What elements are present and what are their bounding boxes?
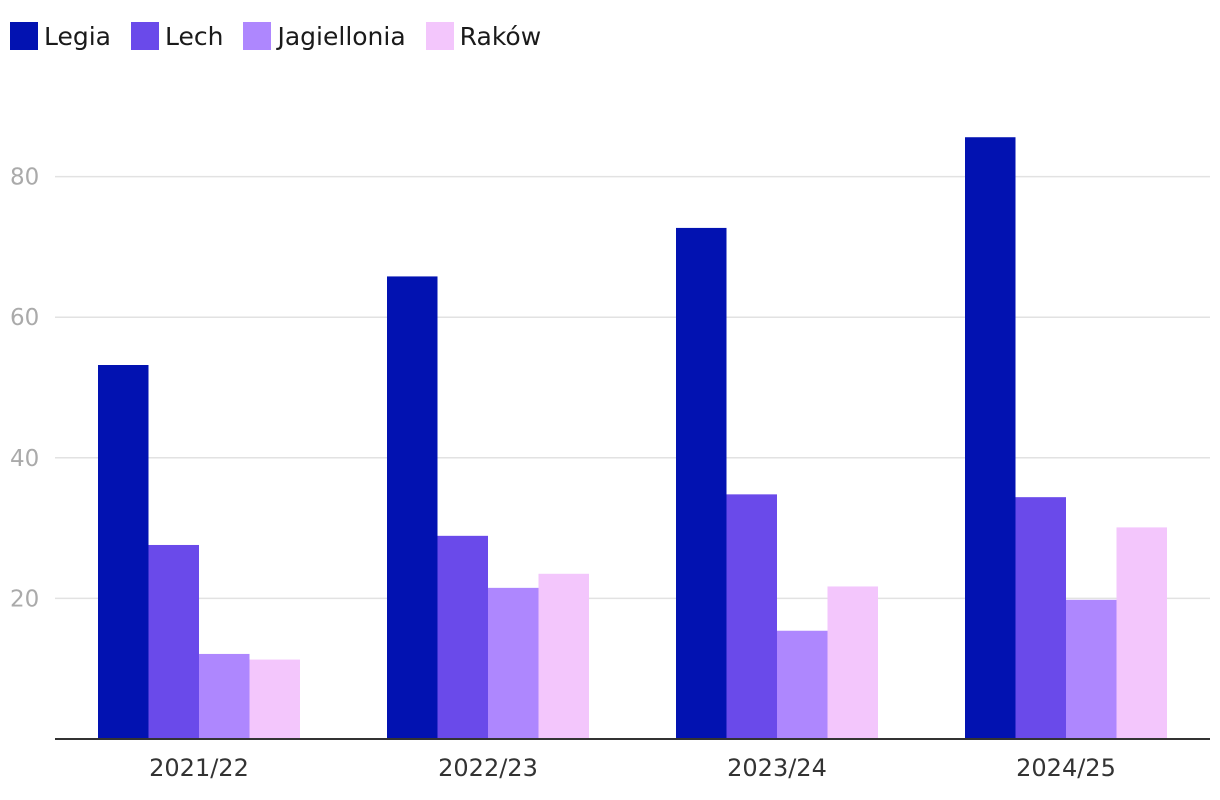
legend-swatch — [131, 22, 160, 50]
bar — [827, 586, 878, 739]
legend-swatch — [10, 22, 38, 50]
legend-item: Jagiellonia — [243, 21, 406, 51]
bar — [726, 494, 777, 739]
legend-item: Lech — [131, 22, 223, 51]
y-tick-label: 40 — [10, 446, 39, 472]
bar — [249, 659, 300, 739]
x-tick-label: 2023/24 — [727, 754, 827, 782]
bar — [488, 587, 539, 739]
bar — [437, 535, 488, 739]
bar — [965, 137, 1016, 739]
x-tick-label: 2021/22 — [149, 754, 249, 782]
bar — [387, 276, 438, 739]
bar — [1015, 497, 1066, 739]
legend: Legia Lech Jagiellonia Raków — [10, 20, 561, 52]
x-tick-label: 2024/25 — [1016, 754, 1116, 782]
legend-label: Jagiellonia — [277, 21, 406, 51]
legend-label: Raków — [459, 21, 542, 51]
legend-item: Raków — [425, 21, 542, 51]
legend-label: Legia — [44, 21, 112, 51]
y-tick-label: 20 — [10, 586, 39, 612]
legend-label: Lech — [165, 21, 224, 51]
bar — [538, 573, 589, 739]
bar — [1116, 527, 1167, 739]
bar — [1066, 599, 1117, 739]
x-tick-label: 2022/23 — [438, 754, 538, 782]
legend-swatch — [243, 22, 272, 50]
legend-item: Legia — [10, 22, 111, 51]
legend-swatch — [425, 22, 454, 50]
bar — [777, 630, 828, 739]
y-tick-label: 60 — [10, 305, 39, 331]
y-tick-label: 80 — [10, 165, 39, 191]
bar — [199, 653, 250, 739]
bar — [148, 544, 199, 739]
bar — [98, 365, 149, 739]
bar — [676, 227, 727, 739]
